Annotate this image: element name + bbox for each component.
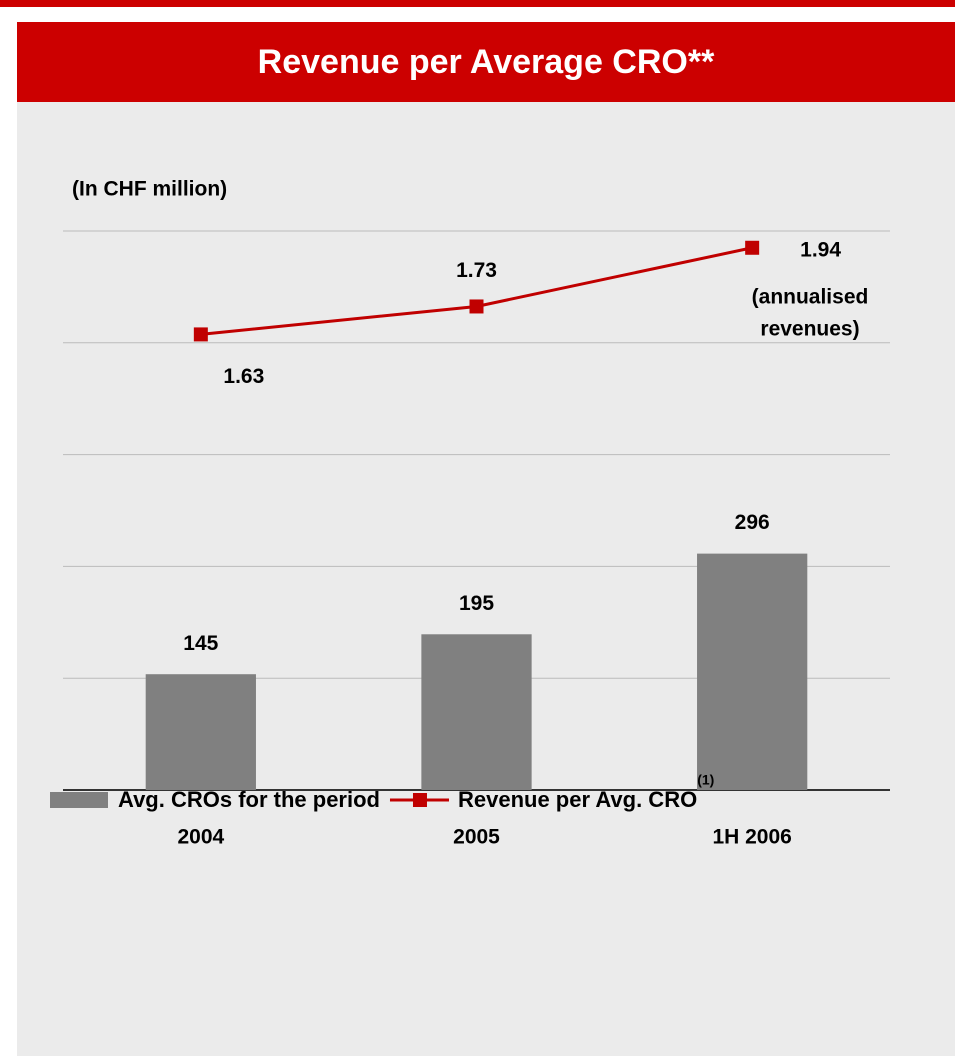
bar <box>145 674 256 790</box>
top-rule <box>0 0 955 7</box>
subtitle: (In CHF million) <box>72 178 227 201</box>
x-tick-label: 2004 <box>177 826 224 849</box>
bar <box>421 634 532 790</box>
marker <box>745 240 760 255</box>
data-label: 1.63 <box>223 365 264 388</box>
data-label: 1.73 <box>456 259 497 282</box>
data-label: 296 <box>735 511 770 534</box>
legend-label: Avg. CROs for the period <box>118 787 380 812</box>
legend-note: (1) <box>697 772 714 788</box>
legend-swatch <box>412 793 427 807</box>
data-label: 145 <box>183 632 218 655</box>
chart-title: Revenue per Average CRO** <box>258 43 715 81</box>
legend-label: Revenue per Avg. CRO <box>458 787 697 812</box>
data-label: 1.94 <box>800 238 841 261</box>
title-banner <box>17 22 955 102</box>
annotation: (annualised <box>752 286 869 309</box>
annotation: revenues) <box>760 318 859 341</box>
marker <box>193 327 208 342</box>
x-tick-label: 1H 2006 <box>712 826 791 849</box>
legend-swatch <box>50 792 108 808</box>
data-label: 195 <box>459 592 494 615</box>
marker <box>469 299 484 314</box>
bar <box>697 553 808 790</box>
x-tick-label: 2005 <box>453 826 500 849</box>
